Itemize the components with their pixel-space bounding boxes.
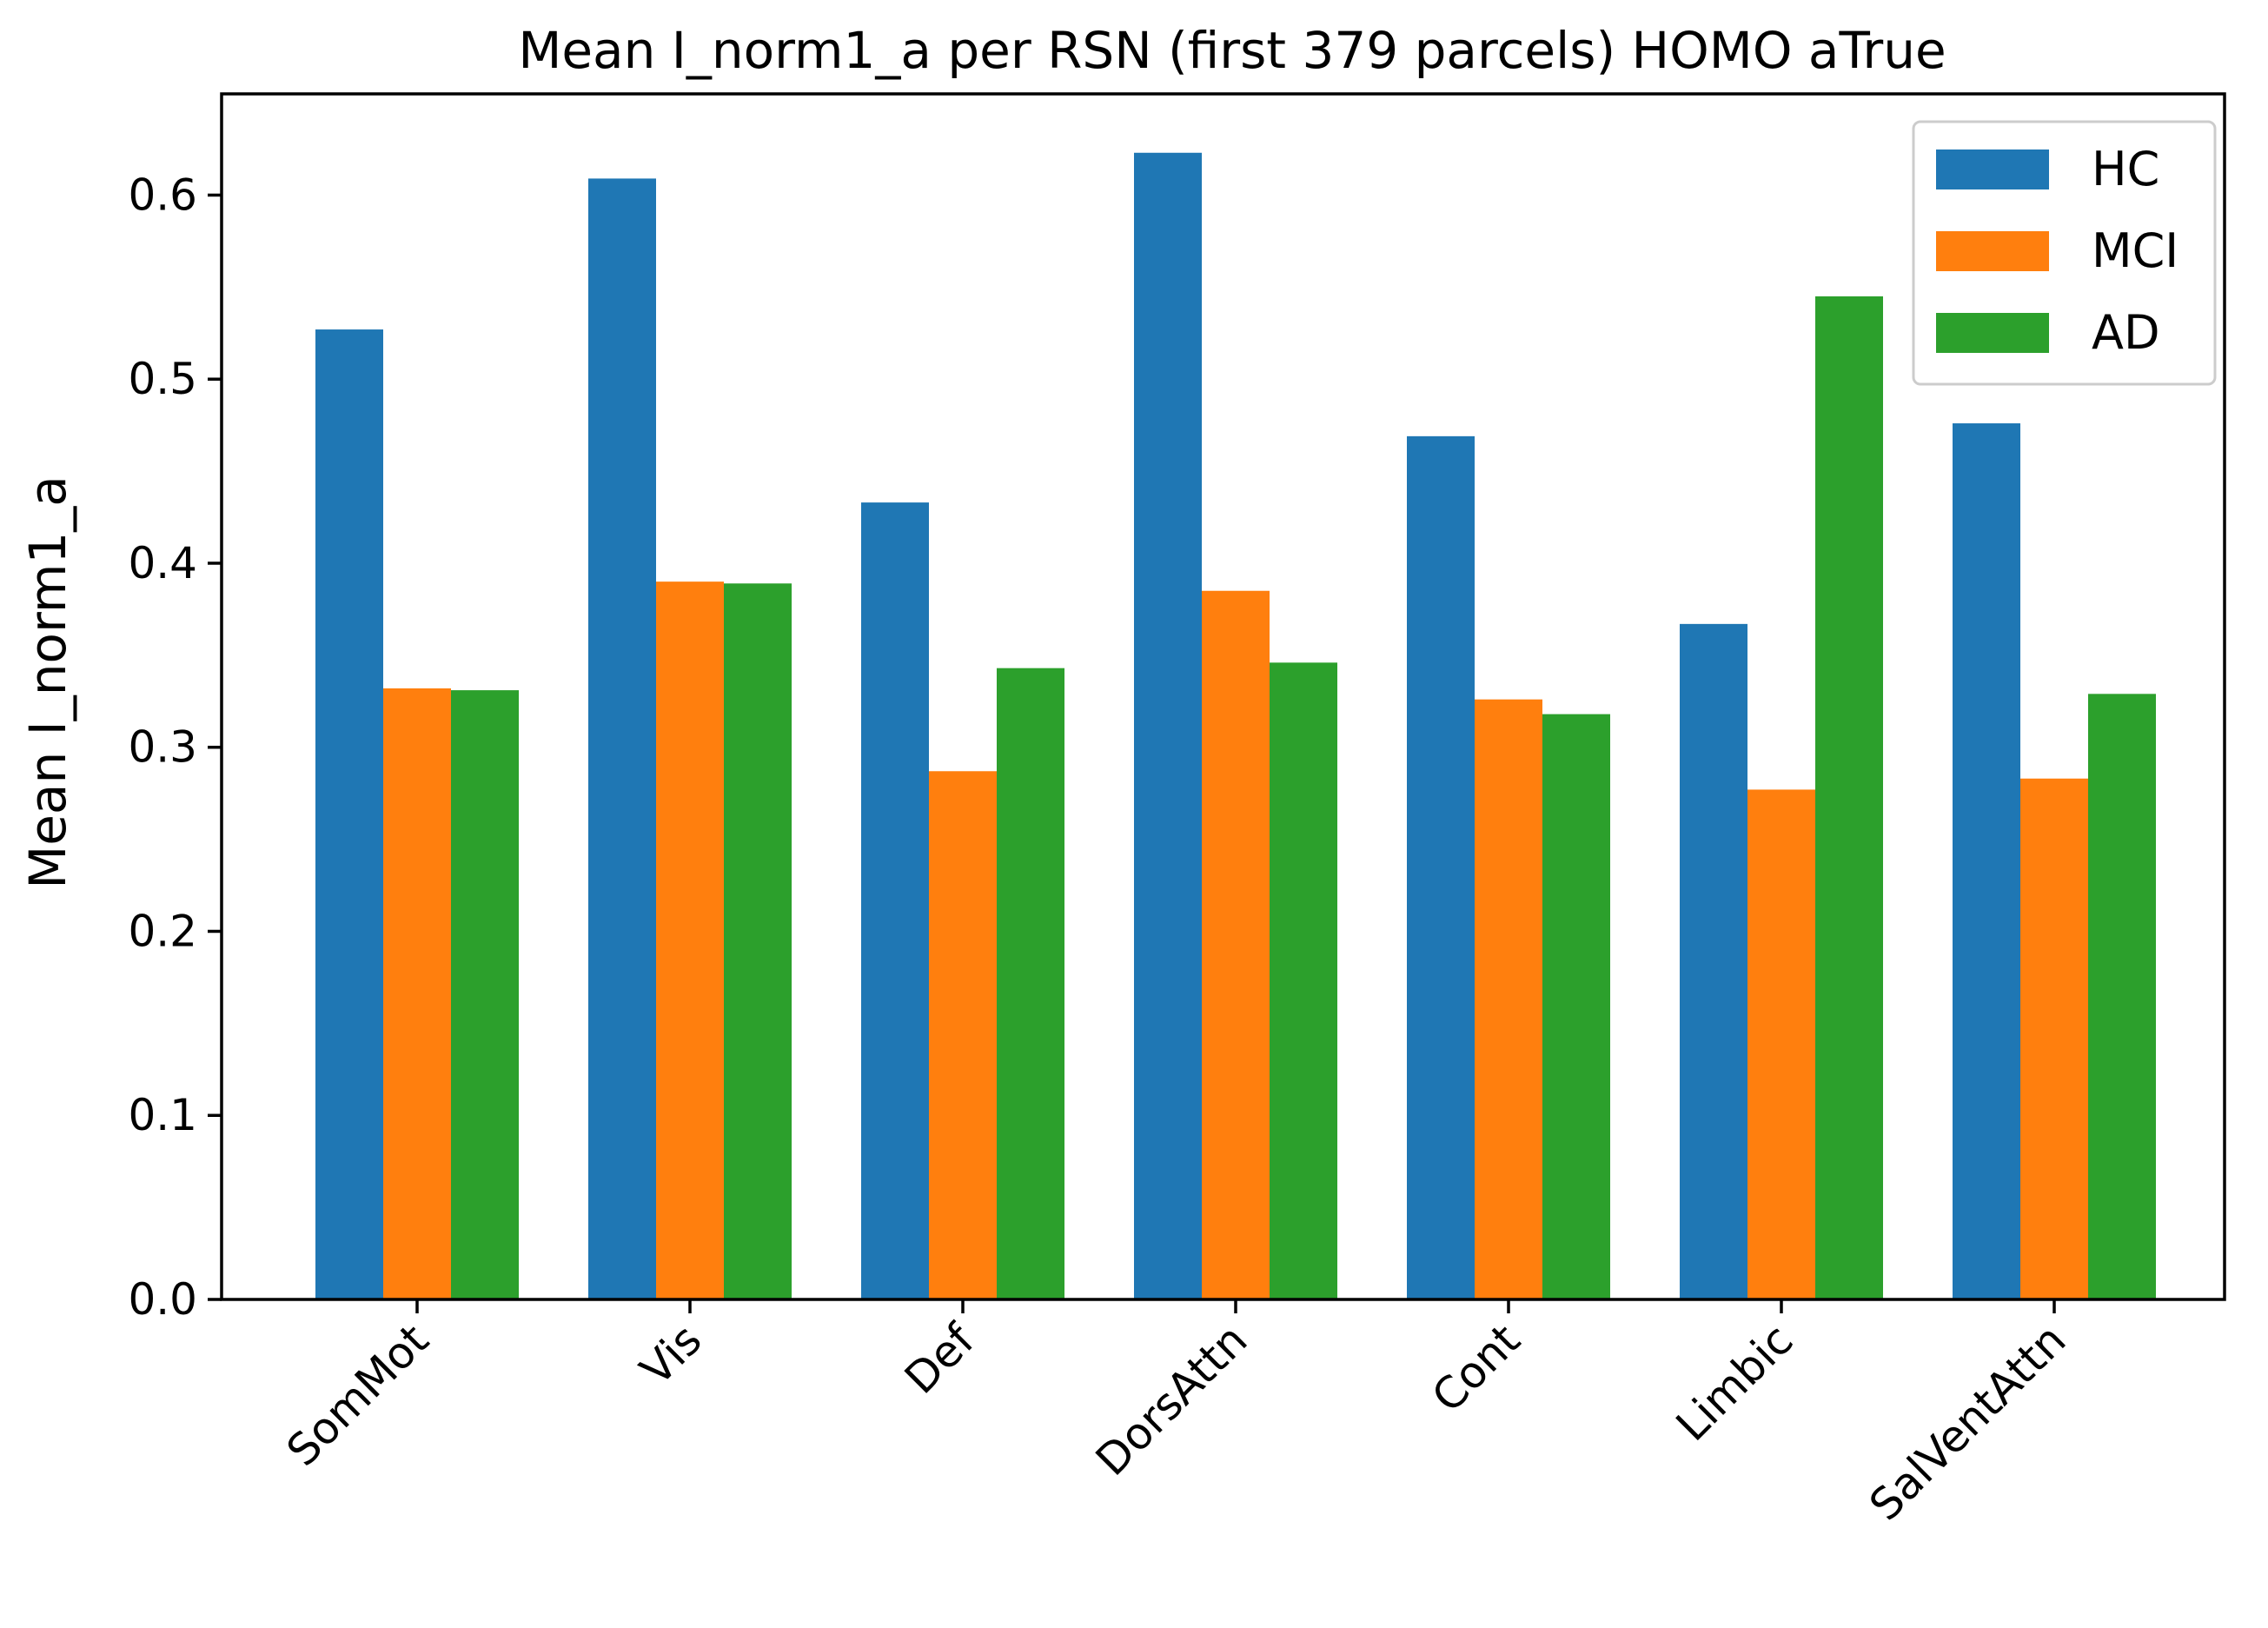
bar-hc-limbic: [1680, 623, 1747, 1299]
x-tick-label-vis: Vis: [631, 1314, 712, 1395]
chart-title: Mean I_norm1_a per RSN (first 379 parcel…: [518, 21, 1946, 80]
bar-mci-sommot: [383, 688, 451, 1299]
legend-label-ad: AD: [2092, 305, 2160, 360]
y-tick-label: 0.2: [128, 906, 197, 956]
x-tick-label-dorsattn: DorsAttn: [1086, 1314, 1257, 1485]
x-tick-label-limbic: Limbic: [1667, 1314, 1803, 1451]
legend-swatch-ad: [1936, 313, 2049, 353]
bar-mci-def: [929, 771, 997, 1299]
bar-ad-def: [997, 668, 1064, 1299]
y-tick-label: 0.4: [128, 538, 197, 588]
legend-label-mci: MCI: [2092, 223, 2178, 278]
bar-ad-limbic: [1815, 296, 1883, 1300]
legend-swatch-hc: [1936, 150, 2049, 189]
y-tick-label: 0.6: [128, 169, 197, 220]
x-tick-label-sommot: SomMot: [277, 1314, 439, 1476]
y-axis-ticks: 0.0 0.1 0.2 0.3 0.4 0.5 0.6: [128, 169, 222, 1325]
legend-label-hc: HC: [2092, 142, 2159, 196]
y-tick-label: 0.0: [128, 1274, 197, 1325]
axes-layer: [220, 92, 2226, 1301]
bar-hc-vis: [588, 178, 656, 1300]
bar-mci-vis: [656, 581, 724, 1299]
bar-ad-dorsattn: [1270, 662, 1337, 1299]
x-tick-label-def: Def: [895, 1313, 985, 1403]
bar-ad-vis: [724, 583, 792, 1299]
bar-ad-sommot: [451, 690, 519, 1299]
bar-hc-def: [861, 502, 929, 1299]
x-tick-label-cont: Cont: [1422, 1314, 1530, 1422]
bar-hc-sommot: [315, 329, 383, 1299]
legend: HC MCI AD: [1912, 120, 2217, 386]
plot-frame: [220, 92, 2226, 1301]
y-axis-label: Mean I_norm1_a: [18, 475, 77, 889]
bar-ad-salventattn: [2088, 694, 2156, 1299]
bar-hc-dorsattn: [1134, 152, 1202, 1299]
bar-mci-cont: [1475, 699, 1542, 1299]
bar-mci-salventattn: [2020, 778, 2088, 1299]
bar-hc-cont: [1407, 435, 1475, 1299]
y-tick-label: 0.5: [128, 354, 197, 404]
y-tick-label: 0.3: [128, 722, 197, 773]
bar-ad-cont: [1542, 714, 1610, 1299]
x-axis-ticks: SomMot Vis Def DorsAttn Cont Limbic SalVentAtt…: [277, 1299, 2075, 1531]
bar-mci-dorsattn: [1202, 590, 1270, 1299]
x-tick-label-salventattn: SalVentAttn: [1860, 1314, 2075, 1530]
y-tick-label: 0.1: [128, 1090, 197, 1140]
bars-layer: [315, 152, 2156, 1300]
bar-mci-limbic: [1747, 789, 1815, 1299]
legend-swatch-mci: [1936, 231, 2049, 271]
bar-hc-salventattn: [1953, 423, 2020, 1300]
